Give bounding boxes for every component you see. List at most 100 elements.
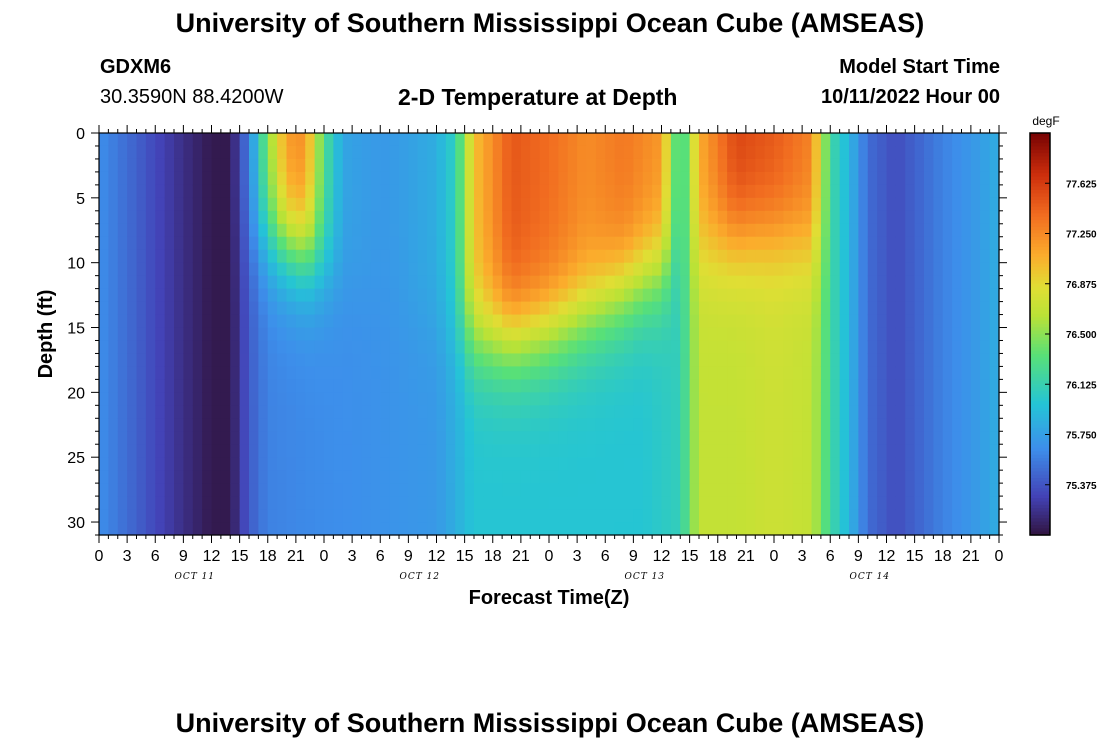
heatmap-cell bbox=[549, 184, 559, 199]
heatmap-cell bbox=[324, 483, 334, 497]
heatmap-cell bbox=[502, 249, 513, 264]
heatmap-cell bbox=[455, 366, 466, 380]
heatmap-cell bbox=[670, 327, 681, 342]
heatmap-cell bbox=[220, 262, 231, 277]
heatmap-cell bbox=[699, 327, 709, 342]
heatmap-cell bbox=[745, 275, 756, 290]
heatmap-cell bbox=[577, 418, 588, 432]
heatmap-cell bbox=[249, 366, 259, 380]
heatmap-cell bbox=[849, 145, 859, 160]
heatmap-cell bbox=[961, 431, 972, 445]
heatmap-cell bbox=[586, 223, 597, 238]
heatmap-cell bbox=[436, 275, 447, 290]
heatmap-cell bbox=[783, 158, 794, 173]
heatmap-cell bbox=[455, 184, 466, 199]
heatmap-cell bbox=[886, 379, 897, 393]
heatmap-cell bbox=[586, 457, 597, 471]
heatmap-cell bbox=[699, 470, 709, 484]
heatmap-cell bbox=[370, 340, 381, 355]
heatmap-cell bbox=[792, 158, 803, 173]
heatmap-cell bbox=[924, 145, 934, 160]
heatmap-cell bbox=[108, 496, 119, 510]
heatmap-cell bbox=[267, 314, 278, 329]
heatmap-cell bbox=[849, 444, 859, 458]
heatmap-cell bbox=[924, 133, 934, 147]
heatmap-cell bbox=[352, 288, 363, 303]
heatmap-cell bbox=[727, 158, 738, 173]
heatmap-cell bbox=[370, 197, 381, 212]
heatmap-cell bbox=[886, 262, 897, 277]
heatmap-cell bbox=[549, 249, 559, 264]
heatmap-cell bbox=[839, 184, 850, 199]
heatmap-cell bbox=[492, 509, 503, 523]
heatmap-cell bbox=[792, 496, 803, 510]
heatmap-cell bbox=[361, 522, 372, 536]
heatmap-cell bbox=[970, 340, 981, 355]
heatmap-cell bbox=[333, 418, 344, 432]
heatmap-cell bbox=[530, 210, 541, 225]
heatmap-cell bbox=[99, 353, 109, 368]
heatmap-cell bbox=[699, 197, 709, 212]
heatmap-cell bbox=[961, 158, 972, 173]
heatmap-cell bbox=[699, 496, 709, 510]
colorbar-segment bbox=[1030, 287, 1050, 292]
heatmap-cell bbox=[333, 249, 344, 264]
heatmap-cell bbox=[839, 262, 850, 277]
colorbar-segment bbox=[1030, 260, 1050, 265]
heatmap-cell bbox=[361, 470, 372, 484]
heatmap-cell bbox=[549, 418, 559, 432]
heatmap-cell bbox=[520, 145, 531, 160]
colorbar-segment bbox=[1030, 451, 1050, 456]
heatmap-cell bbox=[408, 405, 419, 419]
heatmap-cell bbox=[661, 171, 672, 186]
heatmap-cell bbox=[436, 184, 447, 199]
heatmap-cell bbox=[530, 366, 541, 380]
heatmap-cell bbox=[220, 522, 231, 536]
heatmap-cell bbox=[145, 431, 156, 445]
heatmap-cell bbox=[530, 262, 541, 277]
heatmap-cell bbox=[633, 288, 644, 303]
heatmap-cell bbox=[858, 483, 869, 497]
heatmap-cell bbox=[258, 444, 269, 458]
heatmap-cell bbox=[652, 353, 663, 368]
station-id: GDXM6 bbox=[100, 56, 172, 78]
heatmap-cell bbox=[905, 496, 916, 510]
heatmap-cell bbox=[727, 418, 738, 432]
heatmap-cell bbox=[230, 470, 241, 484]
heatmap-cell bbox=[455, 288, 466, 303]
heatmap-cell bbox=[258, 314, 269, 329]
heatmap-cell bbox=[605, 483, 616, 497]
heatmap-cell bbox=[614, 483, 625, 497]
heatmap-cell bbox=[802, 418, 813, 432]
heatmap-cell bbox=[699, 288, 709, 303]
heatmap-cell bbox=[792, 392, 803, 406]
heatmap-cell bbox=[605, 418, 616, 432]
heatmap-cell bbox=[595, 301, 606, 316]
heatmap-cell bbox=[333, 236, 344, 251]
heatmap-cell bbox=[839, 145, 850, 160]
heatmap-cell bbox=[849, 379, 859, 393]
heatmap-cell bbox=[989, 496, 1000, 510]
heatmap-cell bbox=[474, 249, 484, 264]
heatmap-cell bbox=[117, 431, 128, 445]
heatmap-cell bbox=[267, 522, 278, 536]
heatmap-cell bbox=[474, 210, 484, 225]
heatmap-cell bbox=[755, 483, 766, 497]
heatmap-cell bbox=[989, 353, 1000, 368]
heatmap-cell bbox=[830, 366, 841, 380]
heatmap-cell bbox=[511, 314, 522, 329]
heatmap-cell bbox=[717, 366, 728, 380]
heatmap-cell bbox=[670, 379, 681, 393]
heatmap-cell bbox=[633, 197, 644, 212]
heatmap-cell bbox=[136, 301, 147, 316]
colorbar-segment bbox=[1030, 179, 1050, 184]
heatmap-cell bbox=[174, 275, 184, 290]
heatmap-cell bbox=[727, 314, 738, 329]
colorbar-segment bbox=[1030, 491, 1050, 496]
heatmap-cell bbox=[539, 457, 550, 471]
heatmap-cell bbox=[361, 314, 372, 329]
heatmap-cell bbox=[849, 483, 859, 497]
heatmap-cell bbox=[595, 249, 606, 264]
colorbar-segment bbox=[1030, 270, 1050, 275]
heatmap-cell bbox=[108, 340, 119, 355]
